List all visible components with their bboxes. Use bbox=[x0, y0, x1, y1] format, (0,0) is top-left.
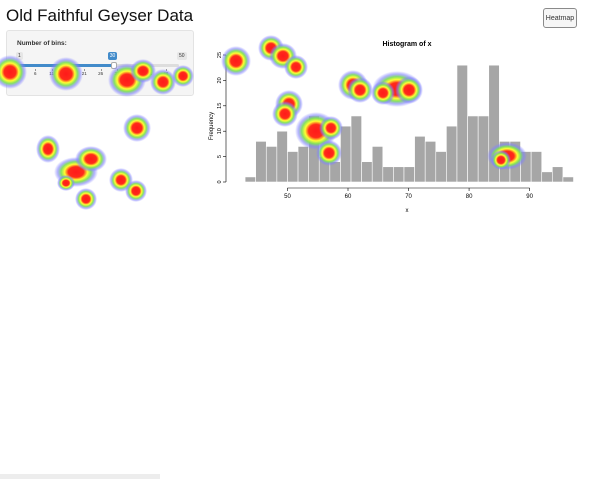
histogram-bar bbox=[435, 151, 447, 183]
histogram-bar bbox=[509, 141, 521, 183]
y-tick-label: 25 bbox=[217, 52, 223, 58]
y-axis-label: Frequency bbox=[209, 112, 215, 140]
histogram-bar bbox=[541, 171, 553, 183]
heat-spot bbox=[36, 135, 60, 163]
heat-spot bbox=[54, 157, 98, 187]
slider-tick-label: 26 bbox=[98, 71, 104, 76]
heat-spot bbox=[57, 175, 75, 191]
x-axis-label: x bbox=[406, 208, 409, 214]
heat-spot bbox=[125, 180, 147, 202]
slider-tick-label: 31 bbox=[114, 71, 120, 76]
heatmap-button[interactable]: Heatmap bbox=[543, 8, 577, 28]
histogram-bar bbox=[276, 130, 288, 183]
slider-tick-mark bbox=[19, 69, 20, 71]
histogram-bar bbox=[265, 146, 278, 183]
histogram-bar bbox=[371, 146, 384, 183]
slider-tick-label: 46 bbox=[163, 71, 169, 76]
x-tick-label: 60 bbox=[345, 194, 352, 200]
histogram-bar bbox=[477, 115, 490, 183]
slider-tick-mark bbox=[35, 69, 37, 71]
histogram-bar bbox=[297, 146, 309, 183]
y-tick-label: 10 bbox=[217, 128, 223, 134]
slider-tick-mark bbox=[100, 69, 102, 71]
histogram-bar bbox=[340, 125, 352, 183]
histogram-bar bbox=[467, 115, 479, 183]
x-tick-label: 50 bbox=[284, 194, 291, 200]
histogram-bar bbox=[456, 64, 468, 183]
histogram-bar bbox=[499, 141, 511, 183]
bins-slider-handle[interactable] bbox=[110, 62, 117, 69]
slider-tick-label: 41 bbox=[147, 71, 153, 76]
slider-tick-label: 21 bbox=[81, 71, 87, 76]
x-tick-label: 90 bbox=[526, 194, 533, 200]
histogram-bar bbox=[287, 151, 299, 183]
histogram-bar bbox=[552, 166, 564, 183]
histogram-bar bbox=[488, 64, 500, 183]
slider-tick-mark bbox=[84, 69, 86, 71]
bins-label: Number of bins: bbox=[17, 40, 67, 47]
slider-max-label: 50 bbox=[177, 52, 187, 60]
y-tick-label: 20 bbox=[217, 77, 223, 83]
histogram-bar bbox=[414, 135, 426, 183]
slider-tick-label: 6 bbox=[34, 71, 37, 76]
chart-title: Histogram of x bbox=[382, 41, 431, 48]
heat-spot bbox=[123, 114, 151, 142]
histogram-bar bbox=[361, 161, 373, 183]
y-tick-label: 15 bbox=[217, 103, 223, 109]
histogram-bar bbox=[446, 125, 458, 183]
y-tick-label: 0 bbox=[217, 180, 223, 183]
heat-spot bbox=[75, 188, 97, 210]
histogram-bar bbox=[382, 166, 394, 183]
bins-slider-fill bbox=[19, 64, 114, 67]
slider-min-label: 1 bbox=[16, 52, 23, 60]
x-tick-label: 80 bbox=[466, 194, 473, 200]
histogram-chart: Histogram of x x Frequency 50 60 70 80 90 0 5… bbox=[209, 41, 574, 214]
histogram-bar bbox=[329, 161, 341, 183]
heat-spot bbox=[75, 146, 107, 172]
slider-tick-label: 36 bbox=[130, 71, 136, 76]
histogram-bar bbox=[350, 115, 362, 183]
slider-tick-label: 16 bbox=[65, 71, 71, 76]
heat-spot bbox=[109, 168, 133, 192]
histogram-bar bbox=[424, 141, 437, 183]
slider-tick-label: 11 bbox=[49, 71, 54, 76]
histogram-bar bbox=[255, 141, 267, 183]
histogram-bar bbox=[530, 151, 543, 183]
bins-slider-track[interactable] bbox=[19, 62, 179, 69]
sidebar-panel: Number of bins: 1 30 50 6 11 16 21 26 31 36 41 4… bbox=[6, 30, 194, 96]
slider-value-label: 30 bbox=[107, 52, 118, 60]
histogram-bar bbox=[562, 176, 574, 183]
histogram-bar bbox=[403, 166, 415, 183]
horizontal-scrollbar[interactable] bbox=[0, 474, 160, 479]
histogram-bar bbox=[244, 176, 256, 183]
y-tick-label: 5 bbox=[217, 155, 223, 158]
page-title: Old Faithful Geyser Data bbox=[6, 6, 194, 25]
slider-tick-mark bbox=[179, 69, 180, 71]
histogram-bar bbox=[393, 166, 405, 183]
histogram-bar bbox=[520, 151, 532, 183]
slider-ticks: 6 11 16 21 26 31 36 41 46 bbox=[19, 69, 180, 79]
x-tick-label: 70 bbox=[405, 194, 412, 200]
histogram-bar bbox=[308, 115, 320, 183]
histogram-bar bbox=[318, 156, 331, 183]
